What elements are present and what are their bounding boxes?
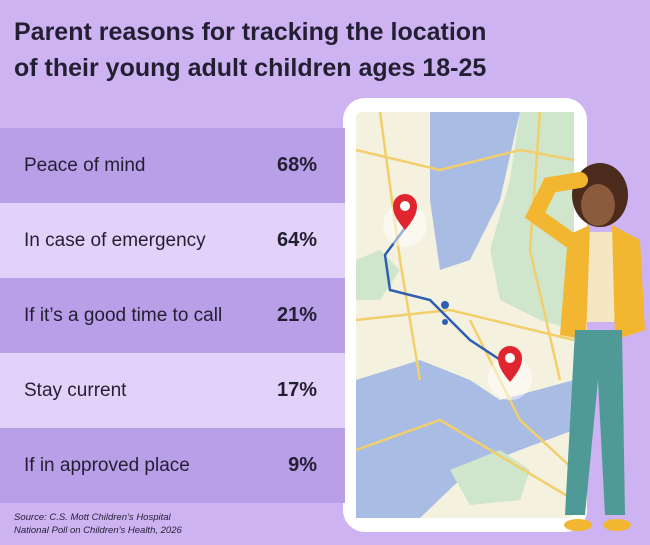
person xyxy=(524,163,645,531)
reason: Peace of mind xyxy=(24,154,146,176)
park xyxy=(450,450,530,505)
reason: If it’s a good time to call xyxy=(24,304,223,326)
pin-dot xyxy=(505,353,515,363)
reason: In case of emergency xyxy=(24,229,206,251)
water xyxy=(356,360,574,518)
small-pin xyxy=(441,301,449,309)
title: of their young adult children ages 18-25 xyxy=(14,54,487,82)
small-pin xyxy=(442,319,448,325)
percent: 21% xyxy=(276,304,317,326)
pin xyxy=(498,346,522,382)
pin xyxy=(393,194,417,230)
percent: 17% xyxy=(276,379,317,401)
reason: Stay current xyxy=(24,379,127,401)
percent: 64% xyxy=(276,229,317,251)
roads xyxy=(355,111,575,502)
percent: 68% xyxy=(276,154,317,176)
title: Parent reasons for tracking the location xyxy=(14,18,487,46)
table-row: If in approved place 9% xyxy=(0,428,345,503)
table-row: If it’s a good time to call 21% xyxy=(0,278,345,353)
pin-dot xyxy=(400,201,410,211)
source: Source: C.S. Mott Children’s Hospital xyxy=(14,512,171,523)
table-row: Stay current 17% xyxy=(0,353,345,428)
reason: If in approved place xyxy=(24,454,190,476)
table-row: In case of emergency 64% xyxy=(0,203,345,278)
route xyxy=(383,227,509,367)
percent: 9% xyxy=(288,454,317,476)
table-row: Peace of mind 68% xyxy=(0,128,345,203)
source: National Poll on Children’s Health, 2026 xyxy=(14,525,182,536)
water xyxy=(430,112,520,270)
park xyxy=(356,250,400,300)
